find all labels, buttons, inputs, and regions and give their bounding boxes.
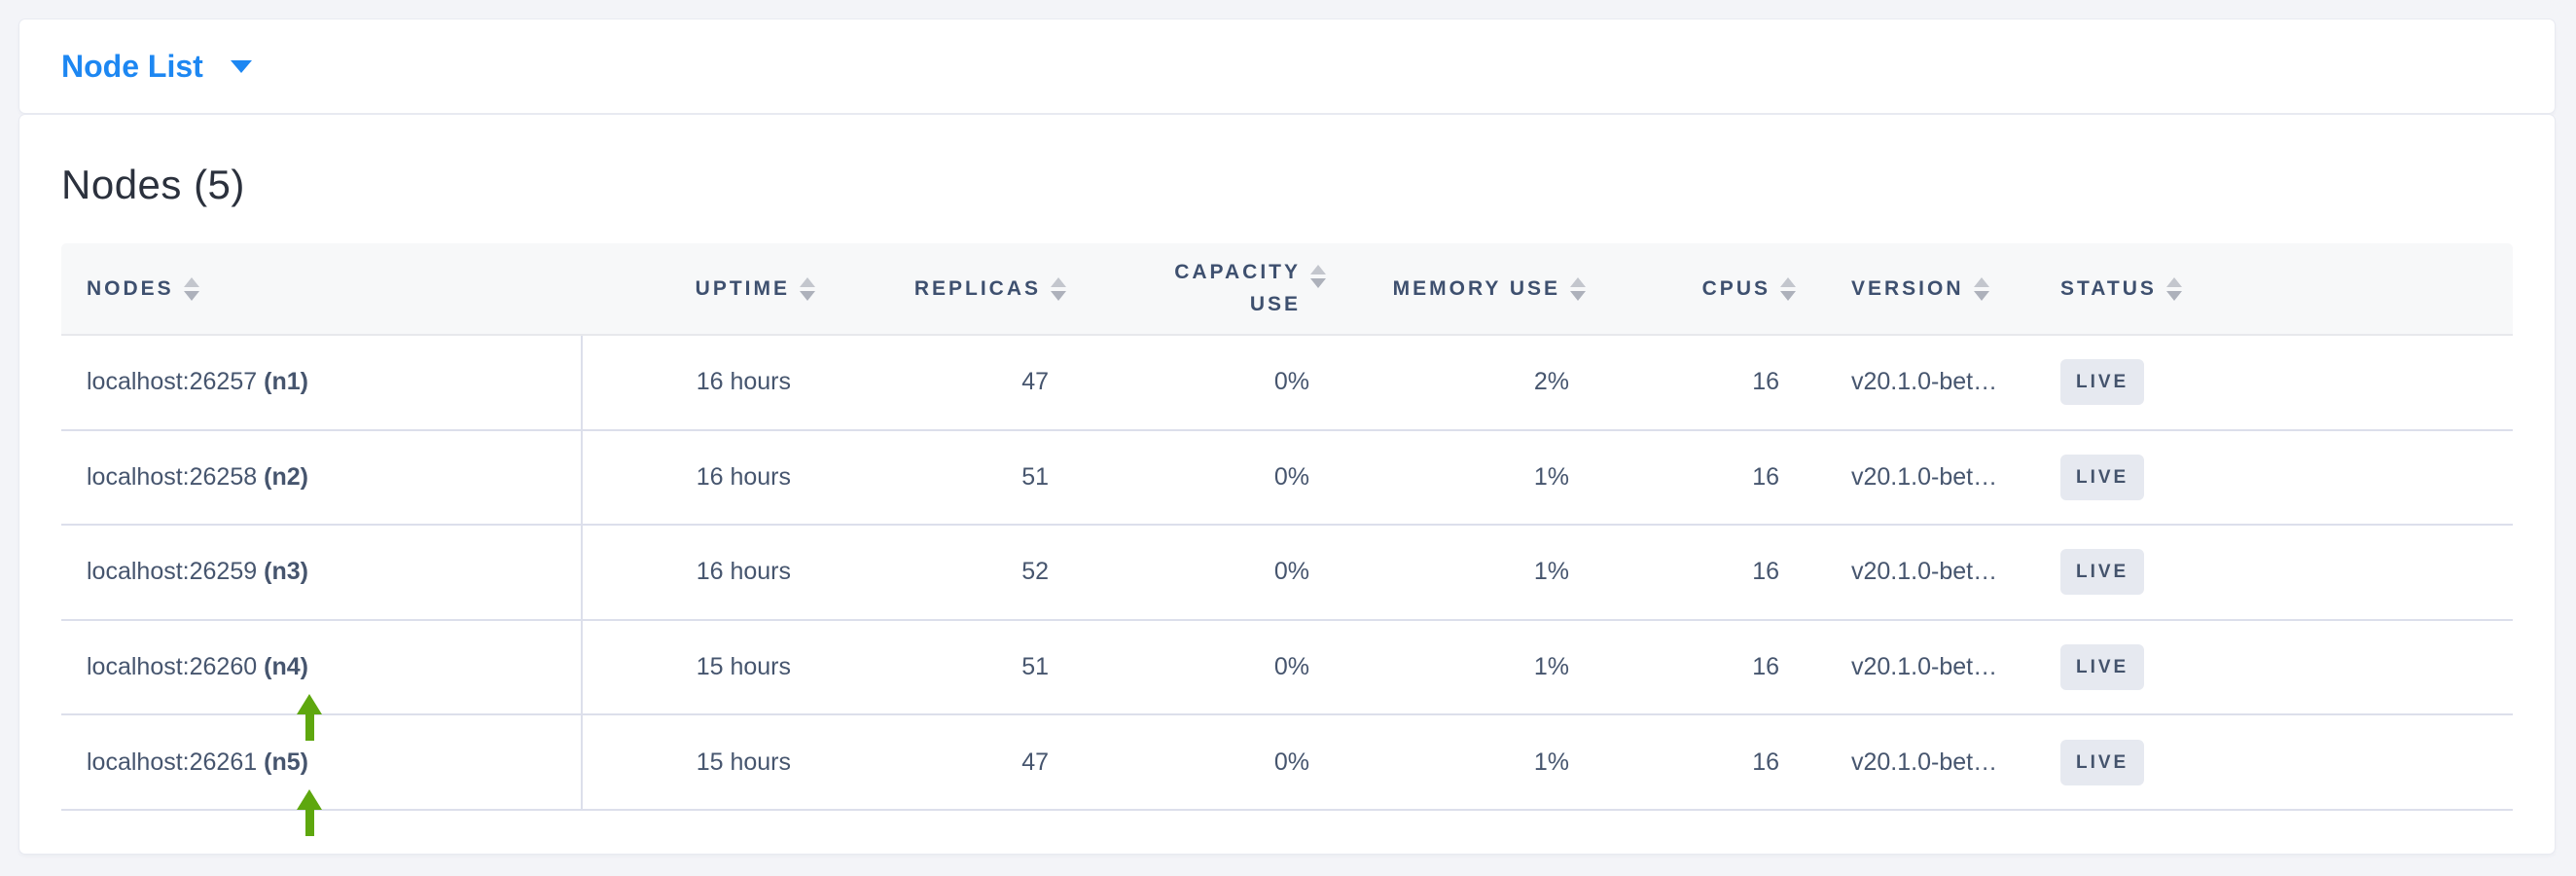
- status-cell: LIVE: [2040, 526, 2513, 619]
- sort-icon[interactable]: [1310, 265, 1326, 288]
- node-address-link[interactable]: localhost:26260: [87, 653, 258, 681]
- node-id: (n2): [264, 462, 308, 491]
- node-address-link[interactable]: localhost:26258: [87, 462, 258, 491]
- node-address-cell: localhost:26257 (n1): [61, 336, 583, 429]
- node-id: (n1): [264, 368, 308, 396]
- column-header-nodes[interactable]: NODES: [61, 243, 583, 334]
- capacity-use-cell: 0%: [1273, 368, 1309, 396]
- status-badge-live: LIVE: [2060, 739, 2145, 785]
- replicas-cell: 51: [1021, 462, 1049, 491]
- uptime-cell: 15 hours: [696, 748, 791, 776]
- sort-icon[interactable]: [1051, 276, 1066, 301]
- sort-icon[interactable]: [2165, 276, 2182, 301]
- node-list-dropdown[interactable]: Node List: [61, 49, 252, 85]
- table-row: localhost:26259 (n3) 16 hours 52 0% 1% 1…: [61, 526, 2513, 621]
- sort-icon[interactable]: [1780, 276, 1796, 301]
- annotation-arrow-up-n4: [297, 694, 322, 741]
- uptime-cell: 16 hours: [696, 462, 791, 491]
- view-selector-bar: Node List: [19, 19, 2555, 113]
- sort-icon[interactable]: [800, 276, 815, 301]
- sort-icon[interactable]: [1973, 276, 1989, 301]
- memory-use-cell: 1%: [1533, 462, 1569, 491]
- column-header-capacity-use[interactable]: CAPACITY USE: [1074, 243, 1334, 334]
- node-id: (n5): [264, 748, 308, 776]
- node-id: (n4): [264, 653, 308, 681]
- cpus-cell: 16: [1752, 368, 1779, 396]
- nodes-panel: Nodes (5) NODES UPTIME REPLICAS CAPACITY…: [19, 115, 2555, 854]
- column-header-cpus[interactable]: CPUS: [1593, 243, 1804, 334]
- table-row: localhost:26261 (n5) 15 hours 47 0% 1% 1…: [61, 715, 2513, 811]
- node-list-table: NODES UPTIME REPLICAS CAPACITY USE MEMOR…: [61, 243, 2513, 811]
- version-cell: v20.1.0-bet…: [1851, 748, 1998, 776]
- node-address-cell: localhost:26259 (n3): [61, 526, 583, 619]
- table-row: localhost:26258 (n2) 16 hours 51 0% 1% 1…: [61, 430, 2513, 527]
- chevron-down-icon: [230, 59, 252, 73]
- node-address-link[interactable]: localhost:26257: [87, 368, 258, 396]
- version-cell: v20.1.0-bet…: [1851, 462, 1998, 491]
- column-header-version[interactable]: VERSION: [1804, 243, 2040, 334]
- sort-icon[interactable]: [1570, 276, 1586, 301]
- nodes-count-title: Nodes (5): [61, 162, 245, 207]
- node-address-cell: localhost:26258 (n2): [61, 430, 583, 525]
- cpus-cell: 16: [1752, 653, 1779, 681]
- status-cell: LIVE: [2040, 431, 2513, 525]
- status-badge-live: LIVE: [2060, 454, 2145, 500]
- column-header-replicas[interactable]: REPLICAS: [823, 243, 1074, 334]
- uptime-cell: 16 hours: [696, 558, 791, 586]
- column-header-uptime[interactable]: UPTIME: [583, 243, 823, 334]
- node-list-dropdown-label: Node List: [61, 48, 203, 84]
- status-badge-live: LIVE: [2060, 359, 2145, 406]
- sort-icon[interactable]: [183, 276, 199, 301]
- column-header-status[interactable]: STATUS: [2040, 243, 2513, 334]
- node-id: (n3): [264, 558, 308, 586]
- cpus-cell: 16: [1752, 558, 1779, 586]
- node-address-link[interactable]: localhost:26259: [87, 558, 258, 586]
- cpus-cell: 16: [1752, 748, 1779, 776]
- node-address-cell: localhost:26261 (n5): [61, 715, 583, 809]
- capacity-use-cell: 0%: [1273, 653, 1309, 681]
- memory-use-cell: 1%: [1533, 748, 1569, 776]
- table-row: localhost:26257 (n1) 16 hours 47 0% 2% 1…: [61, 336, 2513, 431]
- table-header-row: NODES UPTIME REPLICAS CAPACITY USE MEMOR…: [61, 243, 2513, 336]
- node-address-cell: localhost:26260 (n4): [61, 620, 583, 714]
- status-badge-live: LIVE: [2060, 549, 2145, 596]
- status-cell: LIVE: [2040, 336, 2513, 429]
- node-address-link[interactable]: localhost:26261: [87, 748, 258, 776]
- capacity-use-cell: 0%: [1273, 748, 1309, 776]
- replicas-cell: 51: [1021, 653, 1049, 681]
- memory-use-cell: 2%: [1533, 368, 1569, 396]
- status-badge-live: LIVE: [2060, 644, 2145, 691]
- capacity-use-cell: 0%: [1273, 558, 1309, 586]
- status-cell: LIVE: [2040, 715, 2513, 809]
- replicas-cell: 47: [1021, 748, 1049, 776]
- replicas-cell: 52: [1021, 558, 1049, 586]
- uptime-cell: 16 hours: [696, 368, 791, 396]
- annotation-arrow-up-n5: [297, 789, 322, 836]
- column-header-memory-use[interactable]: MEMORY USE: [1334, 243, 1593, 334]
- version-cell: v20.1.0-bet…: [1851, 558, 1998, 586]
- memory-use-cell: 1%: [1533, 653, 1569, 681]
- uptime-cell: 15 hours: [696, 653, 791, 681]
- version-cell: v20.1.0-bet…: [1851, 653, 1998, 681]
- version-cell: v20.1.0-bet…: [1851, 368, 1998, 396]
- status-cell: LIVE: [2040, 621, 2513, 714]
- capacity-use-cell: 0%: [1273, 462, 1309, 491]
- replicas-cell: 47: [1021, 368, 1049, 396]
- cpus-cell: 16: [1752, 462, 1779, 491]
- memory-use-cell: 1%: [1533, 558, 1569, 586]
- table-row: localhost:26260 (n4) 15 hours 51 0% 1% 1…: [61, 620, 2513, 716]
